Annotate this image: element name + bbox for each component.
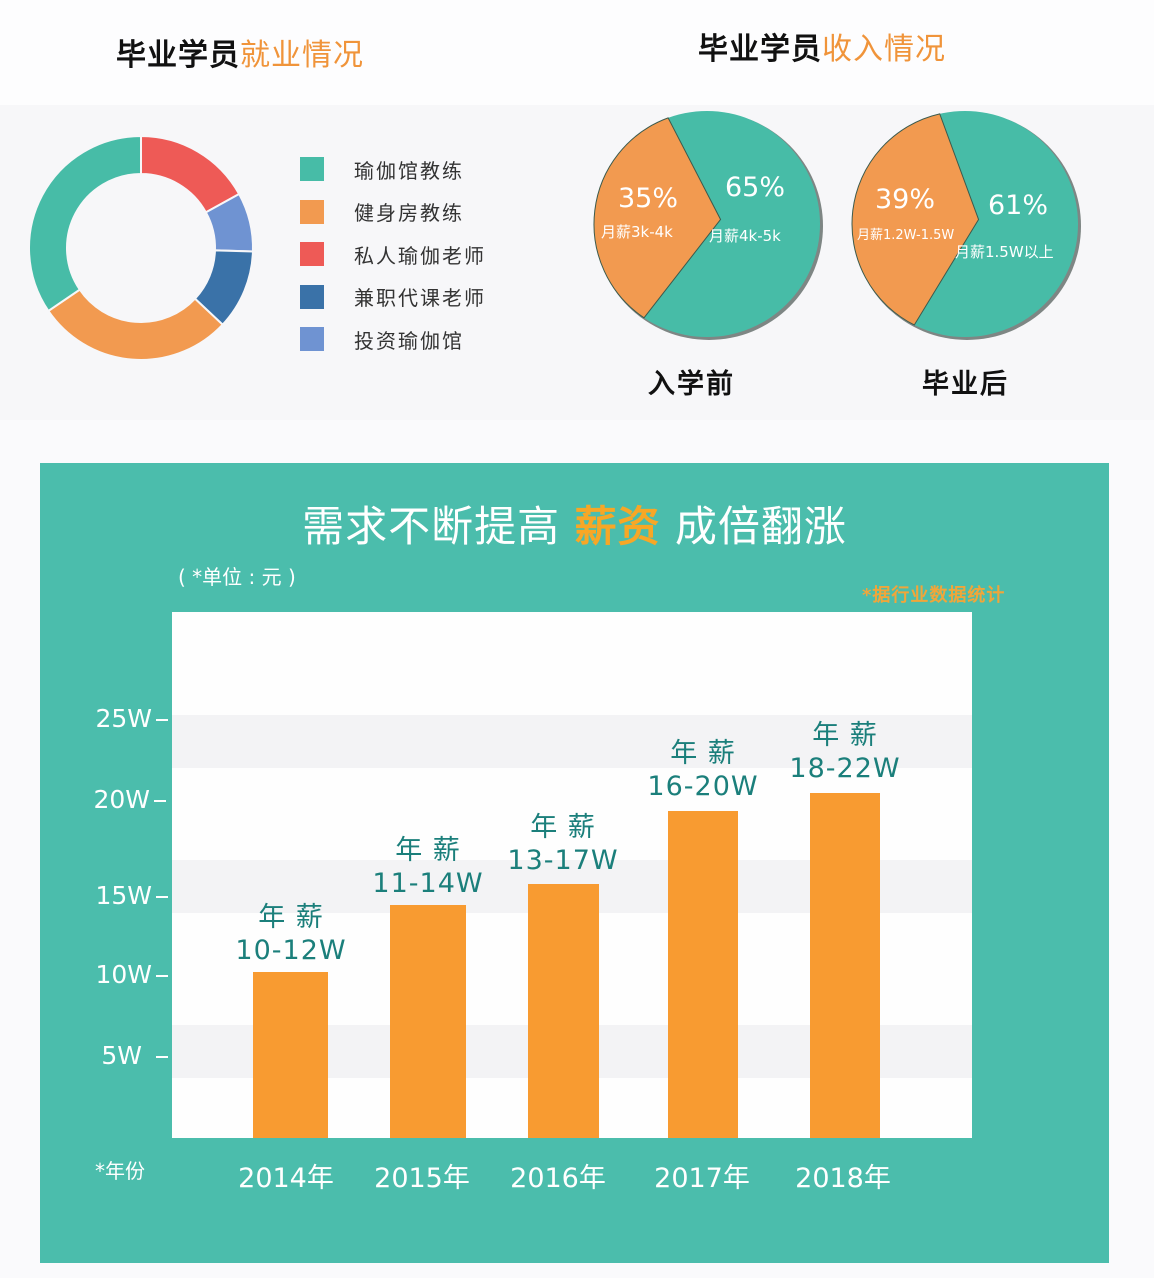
xlabel-2018: 2018年 [795, 1163, 891, 1194]
bar-label-2016: 年 薪 13-17W [507, 812, 619, 876]
source-note: *据行业数据统计 [862, 585, 1006, 606]
ytick-15w: 15W [78, 881, 168, 910]
bar-label-2014: 年 薪 10-12W [235, 902, 347, 966]
after-caption: 毕业后 [922, 369, 1009, 400]
legend-label: 投资瑜伽馆 [354, 328, 464, 353]
income-before-pie [593, 111, 823, 340]
salary-title-part2: 成倍翻涨 [660, 502, 847, 551]
income-after-pie [851, 111, 1081, 340]
unit-note: ( *单位 : 元 ) [178, 565, 296, 589]
legend-item-yoga-studio-investor: 投资瑜伽馆 [300, 318, 486, 361]
salary-title-highlight: 薪资 [574, 502, 661, 551]
salary-panel: 需求不断提高 薪资 成倍翻涨 ( *单位 : 元 ) *据行业数据统计 25W … [40, 463, 1109, 1263]
after-label-high: 月薪1.5W以上 [955, 243, 1054, 261]
legend-swatch [300, 327, 324, 352]
bar-label-2015: 年 薪 11-14W [372, 835, 484, 899]
ytick-10w: 10W [78, 960, 168, 989]
legend-item-part-time-teacher: 兼职代课老师 [300, 276, 486, 319]
employment-title: 毕业学员就业情况 [116, 30, 364, 74]
salary-title: 需求不断提高 薪资 成倍翻涨 [40, 493, 1109, 554]
employment-donut-chart [28, 134, 254, 361]
bar-label-2018: 年 薪 18-22W [789, 720, 901, 784]
legend-label: 瑜伽馆教练 [354, 158, 464, 183]
bar-label-2017: 年 薪 16-20W [647, 738, 759, 802]
donut-segment [28, 134, 142, 313]
before-label-low: 月薪3k-4k [601, 223, 673, 241]
before-label-high: 月薪4k-5k [709, 227, 781, 245]
bar-2016 [528, 884, 599, 1138]
xlabel-2016: 2016年 [510, 1163, 606, 1194]
legend-item-yoga-studio-coach: 瑜伽馆教练 [300, 148, 486, 191]
donut-segment [140, 134, 241, 214]
legend-swatch [300, 157, 324, 182]
employment-title-highlight: 就业情况 [240, 38, 364, 73]
legend-label: 健身房教练 [354, 201, 464, 226]
legend-label: 兼职代课老师 [354, 286, 486, 311]
donut-segment [46, 288, 225, 361]
after-pct-low: 39% [875, 184, 936, 215]
bar-2015 [390, 905, 466, 1138]
ytick-25w: 25W [78, 704, 168, 733]
employment-title-prefix: 毕业学员 [116, 38, 240, 73]
grid-band [172, 715, 972, 768]
legend-swatch [300, 284, 324, 309]
legend-swatch [300, 242, 324, 267]
before-pct-low: 35% [618, 183, 679, 214]
ytick-5w: 5W [78, 1041, 168, 1070]
xlabel-2015: 2015年 [374, 1163, 470, 1194]
bar-2014 [253, 972, 328, 1138]
legend-item-gym-coach: 健身房教练 [300, 191, 486, 234]
before-pct-high: 65% [725, 172, 786, 203]
income-title: 毕业学员收入情况 [698, 24, 946, 68]
xlabel-2014: 2014年 [238, 1163, 334, 1194]
after-label-low: 月薪1.2W-1.5W [857, 228, 955, 243]
header-band [0, 0, 1154, 105]
income-title-highlight: 收入情况 [822, 32, 946, 67]
legend-item-private-yoga-teacher: 私人瑜伽老师 [300, 233, 486, 276]
before-caption: 入学前 [648, 369, 735, 400]
xlabel-2017: 2017年 [654, 1163, 750, 1194]
salary-title-part1: 需求不断提高 [302, 502, 575, 551]
x-axis-title: *年份 [95, 1159, 145, 1183]
income-title-prefix: 毕业学员 [698, 32, 822, 67]
legend-swatch [300, 199, 324, 224]
ytick-20w: 20W [76, 785, 166, 814]
bar-plot-area: 年 薪 10-12W 年 薪 11-14W 年 薪 13-17W 年 薪 16-20W … [172, 612, 972, 1138]
employment-legend: 瑜伽馆教练 健身房教练 私人瑜伽老师 兼职代课老师 投资瑜伽馆 [300, 148, 486, 361]
after-pct-high: 61% [988, 190, 1049, 221]
bar-2018 [810, 793, 880, 1138]
legend-label: 私人瑜伽老师 [354, 243, 486, 268]
bar-2017 [668, 811, 738, 1138]
